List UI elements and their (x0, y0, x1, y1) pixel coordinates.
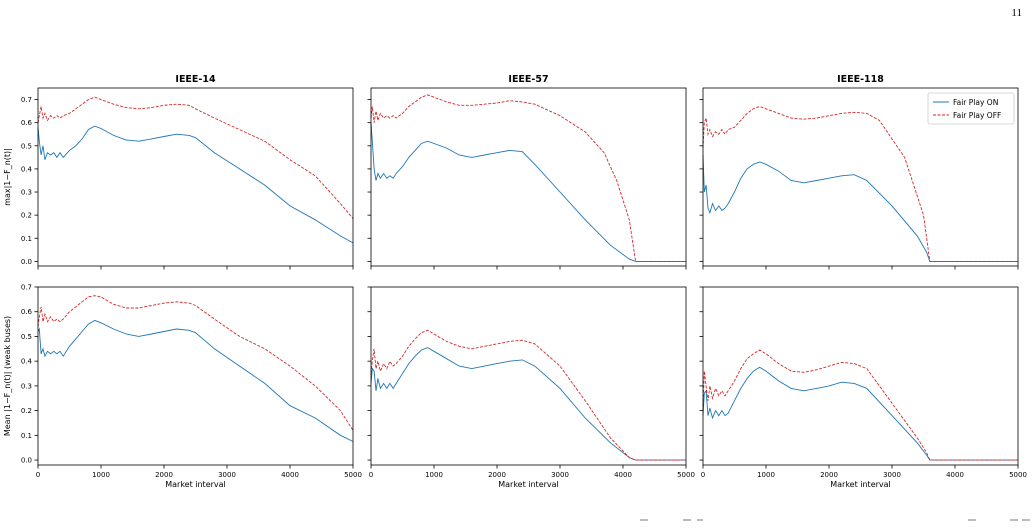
fair-play-off-line (702, 349, 1018, 461)
y-tick-label: 0.4 (21, 358, 33, 366)
fair-play-off-line (370, 329, 686, 461)
y-tick-label: 0.5 (21, 333, 32, 341)
y-tick-label: 0.5 (21, 142, 32, 150)
x-tick-label: 0 (701, 471, 705, 479)
axes-frame (702, 286, 1019, 466)
panel-2: IEEE-57 (367, 74, 687, 270)
panel-title: IEEE-118 (837, 74, 884, 85)
axes-frame (370, 286, 687, 466)
panel-title: IEEE-57 (508, 74, 548, 85)
axes-frame (37, 87, 354, 267)
panel-5: 0 1000 2000 3000 4000 5000 Market interval (367, 286, 695, 489)
x-tick-label: 3000 (218, 471, 236, 479)
x-tick-label: 2000 (155, 471, 173, 479)
axes-frame (702, 87, 1019, 267)
y-tick-label: 0.7 (21, 96, 32, 104)
x-tick-label: 3000 (883, 471, 901, 479)
y-tick-label: 0.0 (21, 258, 32, 266)
fair-play-on-line (702, 154, 1018, 262)
y-tick-label: 0.2 (21, 407, 32, 415)
x-tick-label: 3000 (551, 471, 569, 479)
panel-title: IEEE-14 (175, 74, 216, 85)
panel-4: 0 1000 2000 3000 4000 5000 0.0 0.1 0.2 0.3 0.4 0.5 0… (3, 284, 362, 490)
axes-frame (37, 286, 354, 466)
panel-1: IEEE-14 0.0 0.1 0.2 0.3 0.4 0.5 0.6 0.7 max|1−F_n… (3, 74, 354, 270)
y-tick-label: 0.1 (21, 432, 32, 440)
x-tick-label: 4000 (281, 471, 299, 479)
axes-frame (370, 87, 687, 267)
y-tick-label: 0.3 (21, 189, 32, 197)
fair-play-off-line (702, 106, 1018, 262)
y-axis-label: Mean |1−F_n(t)| (weak buses) (3, 316, 12, 436)
x-tick-label: 1000 (92, 471, 110, 479)
x-axis-label: Market interval (830, 480, 891, 489)
x-axis-label: Market interval (498, 480, 559, 489)
x-tick-label: 2000 (488, 471, 506, 479)
y-tick-label: 0.0 (21, 457, 32, 465)
page-number: 11 (1011, 7, 1022, 19)
y-tick-label: 0.1 (21, 235, 32, 243)
legend: Fair Play ON Fair Play OFF (927, 92, 1015, 125)
x-tick-label: 0 (36, 471, 40, 479)
fair-play-off-line (37, 96, 354, 219)
x-tick-label: 4000 (614, 471, 632, 479)
fair-play-on-line (37, 125, 354, 244)
caption-fragment (640, 519, 1030, 521)
x-tick-label: 5000 (1009, 471, 1027, 479)
fair-play-off-line (370, 94, 686, 262)
x-tick-label: 2000 (820, 471, 838, 479)
x-tick-label: 5000 (677, 471, 695, 479)
fair-play-on-line (370, 122, 686, 262)
y-tick-label: 0.4 (21, 165, 33, 173)
x-tick-label: 5000 (344, 471, 362, 479)
figure: IEEE-14 0.0 0.1 0.2 0.3 0.4 0.5 0.6 0.7 max|1−F_n… (3, 74, 1027, 490)
y-tick-label: 0.3 (21, 382, 32, 390)
y-tick-label: 0.2 (21, 212, 32, 220)
fair-play-on-line (37, 319, 354, 442)
x-axis-label: Market interval (165, 480, 226, 489)
y-tick-label: 0.7 (21, 284, 32, 292)
legend-on-label: Fair Play ON (953, 98, 998, 107)
panel-6: 0 1000 2000 3000 4000 5000 Market interval (699, 286, 1027, 489)
y-tick-label: 0.6 (21, 308, 33, 316)
fair-play-on-line (370, 347, 686, 461)
fair-play-on-line (702, 366, 1018, 461)
y-tick-label: 0.6 (21, 119, 33, 127)
fair-play-off-line (37, 295, 354, 431)
x-tick-label: 1000 (757, 471, 775, 479)
x-tick-label: 4000 (946, 471, 964, 479)
panel-3: IEEE-118 Fair Play ON Fair Play OFF (699, 74, 1019, 270)
legend-off-label: Fair Play OFF (953, 111, 1001, 120)
x-tick-label: 1000 (425, 471, 443, 479)
y-axis-label: max|1−F_n(t)| (3, 148, 12, 206)
x-tick-label: 0 (369, 471, 373, 479)
